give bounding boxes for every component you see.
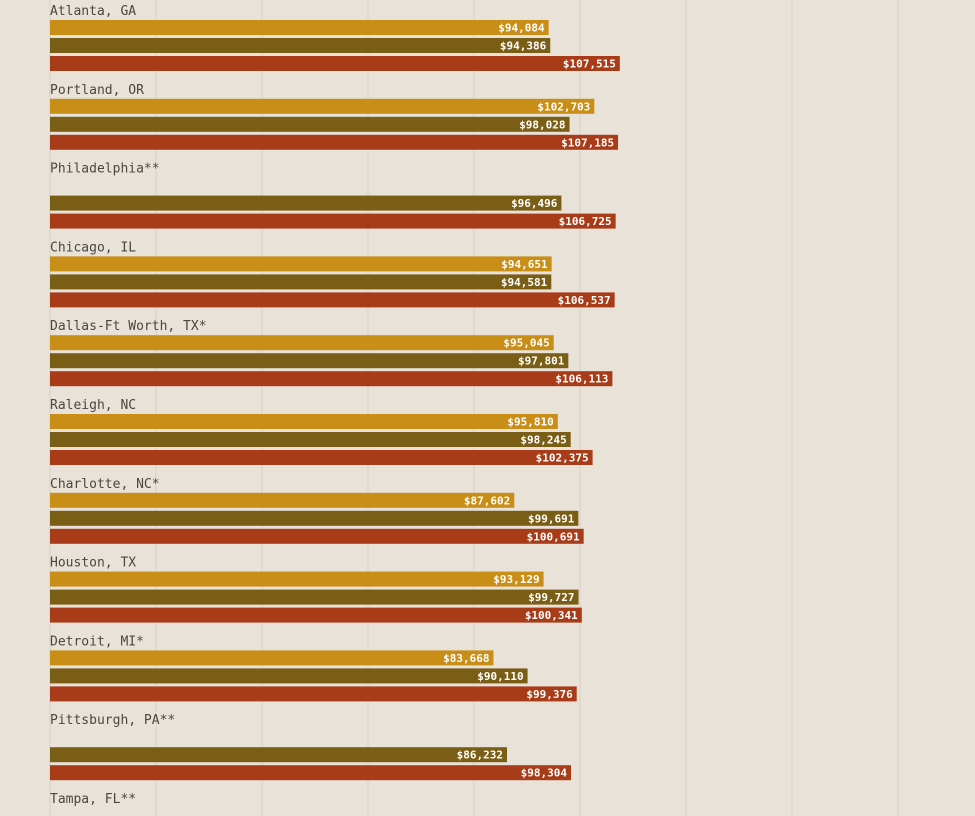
bar (50, 571, 544, 587)
bar-value-label: $83,668 (443, 652, 489, 665)
city-group: Portland, OR $102,703 $98,028 $107,185 (50, 83, 619, 150)
bar-value-label: $94,651 (501, 258, 548, 271)
bar (50, 56, 620, 71)
bar-value-label: $99,691 (528, 512, 575, 525)
bar-value-label: $99,727 (528, 591, 574, 604)
bar-value-label: $98,245 (520, 434, 566, 447)
bar-value-label: $102,703 (537, 100, 590, 113)
city-label: Tampa, FL** (50, 792, 136, 807)
bar-value-label: $106,537 (558, 294, 611, 307)
city-group: Charlotte, NC* $87,602 $99,691 $100,691 (50, 477, 584, 544)
city-label: Atlanta, GA (50, 4, 136, 19)
city-label: Portland, OR (50, 83, 144, 98)
bar-value-label: $102,375 (536, 452, 589, 465)
bar-value-label: $99,376 (526, 688, 573, 701)
bar (50, 432, 571, 447)
bar-value-label: $95,810 (507, 416, 553, 429)
bar (50, 414, 558, 429)
city-group: Pittsburgh, PA** $86,232 $98,304 (50, 713, 572, 781)
bar-value-label: $90,110 (477, 670, 523, 683)
bar-value-label: $106,725 (559, 215, 612, 228)
bar (50, 335, 554, 351)
bar-value-label: $94,084 (498, 22, 545, 35)
city-label: Raleigh, NC (50, 398, 136, 413)
bar (50, 765, 572, 781)
bar (50, 371, 613, 387)
bar-value-label: $93,129 (493, 573, 539, 586)
bar-value-label: $106,113 (555, 373, 608, 386)
bar (50, 38, 551, 53)
bar (50, 274, 552, 290)
bar-value-label: $97,801 (518, 355, 565, 368)
bar (50, 116, 570, 132)
bar (50, 450, 593, 465)
bar (50, 492, 515, 508)
bar-value-label: $87,602 (464, 494, 510, 507)
bar (50, 528, 584, 544)
bar-value-label: $86,232 (457, 749, 503, 762)
bar (50, 256, 552, 272)
bar-value-label: $107,185 (561, 136, 614, 149)
city-label: Philadelphia** (50, 162, 160, 177)
city-group: Detroit, MI* $83,668 $90,110$99,376 (50, 634, 577, 702)
city-group: Tampa, FL** (50, 792, 136, 807)
city-group: Raleigh, NC $95,810 $98,245 $102,375 (50, 398, 593, 465)
bar-value-label: $96,496 (511, 197, 558, 210)
bar (50, 686, 577, 702)
city-group: Atlanta, GA $94,084 $94,386 $107,515 (50, 4, 620, 71)
bar-value-label: $100,341 (525, 609, 578, 622)
bar-value-label: $100,691 (527, 530, 580, 543)
bar (50, 134, 619, 150)
city-groups: Atlanta, GA $94,084 $94,386 $107,515 Portlan… (50, 4, 620, 807)
bar (50, 607, 582, 623)
bar (50, 195, 562, 211)
bar-value-label: $98,028 (519, 118, 565, 131)
bar (50, 20, 549, 35)
city-group: Philadelphia** $96,496$106,725 (50, 162, 616, 229)
bar (50, 510, 579, 526)
bar (50, 353, 569, 369)
bar-value-label: $94,581 (501, 276, 548, 289)
city-label: Houston, TX (50, 556, 136, 571)
bar-value-label: $98,304 (521, 767, 568, 780)
bar-value-label: $95,045 (503, 337, 549, 350)
city-label: Pittsburgh, PA** (50, 713, 175, 728)
bar (50, 98, 595, 114)
bar (50, 213, 616, 229)
city-group: Houston, TX $93,129 $99,727 $100,341 (50, 556, 582, 623)
city-group: Chicago, IL $94,651 $94,581 $106,537 (50, 240, 615, 308)
city-label: Charlotte, NC* (50, 477, 160, 492)
bar (50, 747, 508, 763)
bar (50, 650, 494, 666)
city-group: Dallas-Ft Worth, TX* $95,045 $97,801 $106,1… (50, 319, 613, 387)
bar (50, 292, 615, 308)
city-label: Chicago, IL (50, 240, 136, 255)
city-label: Detroit, MI* (50, 634, 144, 649)
bar-value-label: $94,386 (500, 40, 547, 53)
city-label: Dallas-Ft Worth, TX* (50, 319, 207, 334)
bar (50, 668, 528, 684)
bar-value-label: $107,515 (563, 58, 616, 71)
bar (50, 589, 579, 605)
